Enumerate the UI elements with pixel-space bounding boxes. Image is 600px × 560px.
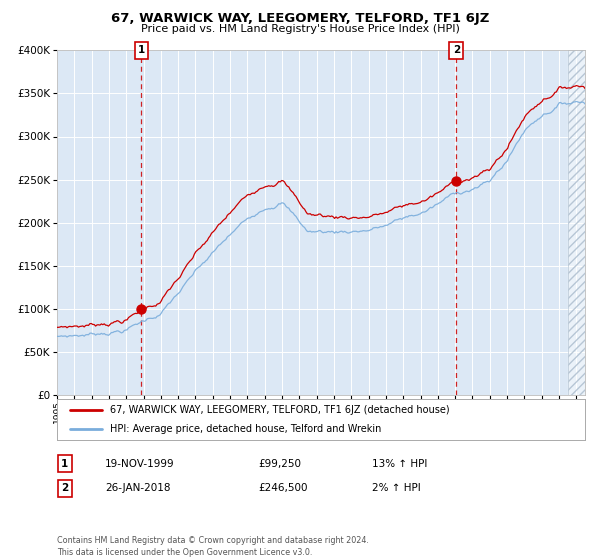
- Text: 2% ↑ HPI: 2% ↑ HPI: [372, 483, 421, 493]
- Text: Contains HM Land Registry data © Crown copyright and database right 2024.
This d: Contains HM Land Registry data © Crown c…: [57, 536, 369, 557]
- Text: 67, WARWICK WAY, LEEGOMERY, TELFORD, TF1 6JZ: 67, WARWICK WAY, LEEGOMERY, TELFORD, TF1…: [111, 12, 489, 25]
- Text: 1: 1: [138, 45, 145, 55]
- Text: 1: 1: [61, 459, 68, 469]
- Text: 2: 2: [61, 483, 68, 493]
- Text: 19-NOV-1999: 19-NOV-1999: [105, 459, 175, 469]
- Text: £99,250: £99,250: [258, 459, 301, 469]
- Text: 26-JAN-2018: 26-JAN-2018: [105, 483, 170, 493]
- Text: £246,500: £246,500: [258, 483, 308, 493]
- Text: 67, WARWICK WAY, LEEGOMERY, TELFORD, TF1 6JZ (detached house): 67, WARWICK WAY, LEEGOMERY, TELFORD, TF1…: [110, 405, 449, 415]
- Text: HPI: Average price, detached house, Telford and Wrekin: HPI: Average price, detached house, Telf…: [110, 424, 381, 433]
- Text: Price paid vs. HM Land Registry's House Price Index (HPI): Price paid vs. HM Land Registry's House …: [140, 24, 460, 34]
- Bar: [568, 50, 585, 395]
- Text: 2: 2: [453, 45, 460, 55]
- Text: 13% ↑ HPI: 13% ↑ HPI: [372, 459, 427, 469]
